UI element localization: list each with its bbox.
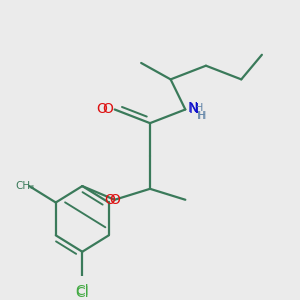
Text: N: N [188,101,198,115]
Text: O: O [96,103,107,116]
Text: Cl: Cl [76,286,89,300]
Text: H: H [194,103,203,113]
Text: H: H [197,111,206,121]
Text: O: O [104,193,115,207]
Text: CH₃: CH₃ [15,181,34,191]
Text: Cl: Cl [76,284,89,298]
Text: N: N [189,103,200,116]
Text: H: H [198,111,206,121]
Text: O: O [102,103,113,116]
Text: O: O [109,193,120,207]
